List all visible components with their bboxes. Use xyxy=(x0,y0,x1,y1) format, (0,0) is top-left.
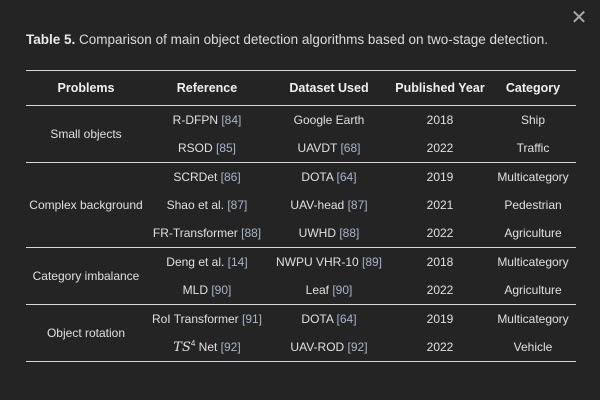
dataset-citation-link[interactable]: [88] xyxy=(339,226,360,240)
year-cell: 2022 xyxy=(390,276,490,305)
dataset-cell: UAV-ROD [92] xyxy=(268,333,390,362)
dataset-cell: UAVDT [68] xyxy=(268,134,390,163)
reference-citation-link[interactable]: [92] xyxy=(220,340,241,354)
table-row: Object rotation RoI Transformer [91] DOT… xyxy=(26,304,576,362)
dataset-cell: Google Earth xyxy=(268,106,390,135)
problem-cell: Object rotation xyxy=(26,304,146,362)
reference-citation-link[interactable]: [87] xyxy=(227,198,248,212)
category-cell: Multicategory xyxy=(497,312,569,326)
year-cell: 2021 xyxy=(426,198,454,212)
header-category: Category xyxy=(490,70,576,106)
dataset-name: Google Earth xyxy=(293,113,365,127)
dataset-citation-link[interactable]: [89] xyxy=(362,255,383,269)
reference-cell: FR-Transformer [88] xyxy=(146,219,268,248)
problem-cell: Category imbalance xyxy=(26,247,146,305)
category-cell: Agriculture xyxy=(490,219,576,248)
dataset-name: Leaf xyxy=(305,283,333,297)
header-reference: Reference xyxy=(146,70,268,106)
year-cell: 2022 xyxy=(390,134,490,163)
dataset-name: NWPU VHR-10 xyxy=(275,255,362,269)
table-row: TS4 Net [92] UAV-ROD [92] 2022 Vehicle xyxy=(26,333,576,362)
table-row: Category imbalance Deng et al. [14] NWPU… xyxy=(26,247,576,305)
year-cell: 2019 xyxy=(426,170,454,184)
reference-cell: RSOD [85] xyxy=(146,134,268,163)
year-cell: 2019 xyxy=(426,312,454,326)
dataset-name: UWHD xyxy=(298,226,340,240)
reference-citation-link[interactable]: [88] xyxy=(241,226,262,240)
category-cell: Agriculture xyxy=(490,276,576,305)
reference-citation-link[interactable]: [85] xyxy=(216,141,237,155)
dataset-cell: DOTA [64] xyxy=(268,305,390,334)
year-cell: 2022 xyxy=(390,333,490,362)
close-icon: ✕ xyxy=(570,7,588,29)
reference-cell: MLD [90] xyxy=(146,276,268,305)
ts-superscript: 4 xyxy=(190,339,196,348)
table-row: Complex background SCRDet [86] DOTA [64]… xyxy=(26,162,576,248)
table-caption: Table 5. Comparison of main object detec… xyxy=(26,32,548,47)
reference-name: RSOD xyxy=(177,141,216,155)
category-cell: Vehicle xyxy=(490,333,576,362)
table-row: MLD [90] Leaf [90] 2022 Agriculture xyxy=(26,276,576,305)
reference-name: MLD xyxy=(182,283,212,297)
reference-cell: SCRDet [86] xyxy=(146,163,268,192)
year-cell: 2022 xyxy=(390,219,490,248)
reference-cell: R-DFPN [84] xyxy=(146,106,268,135)
table-caption-label: Table 5. xyxy=(26,32,76,47)
dataset-name: UAV-head xyxy=(290,198,348,212)
dataset-citation-link[interactable]: [92] xyxy=(347,340,368,354)
reference-name: FR-Transformer xyxy=(152,226,242,240)
category-cell: Multicategory xyxy=(497,255,569,269)
dataset-citation-link[interactable]: [64] xyxy=(336,170,357,184)
reference-cell: Shao et al. [87] xyxy=(146,191,268,219)
reference-citation-link[interactable]: [90] xyxy=(211,283,232,297)
reference-name: R-DFPN xyxy=(172,113,222,127)
ts4-net-name: TS4 Net xyxy=(173,339,221,355)
dataset-cell: NWPU VHR-10 [89] xyxy=(268,248,390,277)
table-row: Shao et al. [87] UAV-head [87] 2021 Pede… xyxy=(26,191,576,219)
reference-cell: Deng et al. [14] xyxy=(146,248,268,277)
dataset-cell: Leaf [90] xyxy=(268,276,390,305)
reference-cell: RoI Transformer [91] xyxy=(146,305,268,334)
reference-cell: TS4 Net [92] xyxy=(146,333,268,362)
close-button[interactable]: ✕ xyxy=(570,8,588,28)
category-cell: Ship xyxy=(520,113,546,127)
category-cell: Multicategory xyxy=(497,170,569,184)
dataset-name: UAVDT xyxy=(297,141,341,155)
year-cell: 2018 xyxy=(426,113,454,127)
dataset-citation-link[interactable]: [68] xyxy=(340,141,361,155)
reference-name: Deng et al. xyxy=(166,255,228,269)
dataset-citation-link[interactable]: [87] xyxy=(347,198,368,212)
dataset-cell: DOTA [64] xyxy=(268,163,390,192)
reference-citation-link[interactable]: [91] xyxy=(242,312,263,326)
reference-citation-link[interactable]: [14] xyxy=(227,255,248,269)
table-caption-text: Comparison of main object detection algo… xyxy=(75,32,549,47)
header-published-year: Published Year xyxy=(390,70,490,106)
table-row: FR-Transformer [88] UWHD [88] 2022 Agric… xyxy=(26,219,576,248)
net-text: Net xyxy=(195,340,221,354)
dataset-cell: UWHD [88] xyxy=(268,219,390,248)
problem-cell: Complex background xyxy=(26,162,146,248)
reference-name: RoI Transformer xyxy=(151,312,242,326)
header-problems: Problems xyxy=(26,70,146,106)
ts-text: TS xyxy=(173,340,191,355)
reference-name: Shao et al. xyxy=(166,198,228,212)
category-cell: Pedestrian xyxy=(504,198,562,212)
dataset-cell: UAV-head [87] xyxy=(268,191,390,219)
reference-citation-link[interactable]: [84] xyxy=(221,113,242,127)
dataset-name: DOTA xyxy=(301,312,337,326)
dataset-citation-link[interactable]: [90] xyxy=(332,283,353,297)
category-cell: Traffic xyxy=(490,134,576,163)
dataset-citation-link[interactable]: [64] xyxy=(336,312,357,326)
reference-name: SCRDet xyxy=(173,170,221,184)
header-dataset-used: Dataset Used xyxy=(268,70,390,106)
table-header-row: Problems Reference Dataset Used Publishe… xyxy=(26,70,576,106)
dataset-name: DOTA xyxy=(301,170,337,184)
table-row: RSOD [85] UAVDT [68] 2022 Traffic xyxy=(26,134,576,163)
table-row: Small objects R-DFPN [84] Google Earth 2… xyxy=(26,105,576,163)
dataset-name: UAV-ROD xyxy=(290,340,348,354)
problem-cell: Small objects xyxy=(26,105,146,163)
comparison-table: Problems Reference Dataset Used Publishe… xyxy=(26,70,576,362)
reference-citation-link[interactable]: [86] xyxy=(220,170,241,184)
year-cell: 2018 xyxy=(426,255,454,269)
